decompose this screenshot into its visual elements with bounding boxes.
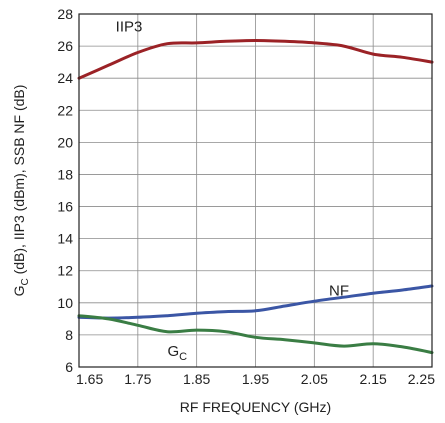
y-tick-labels: 6 8 10 12 14 16 18 20 22 24 26 28 bbox=[57, 6, 73, 375]
series-annotations: IIP3 NF GC bbox=[116, 19, 349, 363]
series-label-nf: NF bbox=[329, 283, 349, 300]
y-tick-label: 8 bbox=[65, 327, 73, 343]
y-tick-label: 28 bbox=[57, 6, 73, 22]
y-tick-label: 6 bbox=[65, 359, 73, 375]
y-tick-label: 18 bbox=[57, 166, 73, 182]
y-tick-label: 14 bbox=[57, 231, 73, 247]
y-tick-label: 20 bbox=[57, 134, 73, 150]
x-tick-label: 1.95 bbox=[242, 371, 269, 387]
series-label-main: IIP3 bbox=[116, 19, 143, 36]
x-tick-label: 1.75 bbox=[124, 371, 151, 387]
y-tick-label: 26 bbox=[57, 38, 73, 54]
y-axis-label: GC (dB), IIP3 (dBm), SSB NF (dB) bbox=[11, 85, 31, 297]
series-label-main: NF bbox=[329, 283, 349, 300]
series-label-main: G bbox=[167, 343, 179, 360]
x-axis-label: RF FREQUENCY (GHz) bbox=[180, 399, 331, 415]
x-tick-label: 2.25 bbox=[408, 371, 435, 387]
series-label-iip3: IIP3 bbox=[116, 19, 143, 36]
y-axis-label-rest: (dB), IIP3 (dBm), SSB NF (dB) bbox=[11, 85, 27, 279]
series-lines bbox=[77, 39, 434, 355]
y-tick-label: 22 bbox=[57, 102, 73, 118]
grid bbox=[79, 14, 432, 367]
x-tick-label: 1.85 bbox=[183, 371, 210, 387]
x-tick-label: 2.05 bbox=[301, 371, 328, 387]
series-line-gc bbox=[77, 314, 434, 355]
x-tick-label: 1.65 bbox=[76, 371, 103, 387]
y-tick-label: 10 bbox=[57, 295, 73, 311]
series-line-nf bbox=[77, 284, 434, 320]
series-label-sub: C bbox=[179, 351, 187, 363]
x-tick-label: 2.15 bbox=[360, 371, 387, 387]
series-line-iip3 bbox=[77, 39, 434, 80]
plot-frame bbox=[78, 13, 433, 368]
y-tick-label: 16 bbox=[57, 199, 73, 215]
y-axis-label-main: G bbox=[11, 286, 27, 297]
series-label-gc: GC bbox=[167, 343, 187, 363]
y-tick-label: 24 bbox=[57, 70, 73, 86]
y-axis-label-sub: C bbox=[20, 278, 31, 285]
x-tick-labels: 1.65 1.75 1.85 1.95 2.05 2.15 2.25 bbox=[76, 371, 435, 387]
y-tick-label: 12 bbox=[57, 263, 73, 279]
